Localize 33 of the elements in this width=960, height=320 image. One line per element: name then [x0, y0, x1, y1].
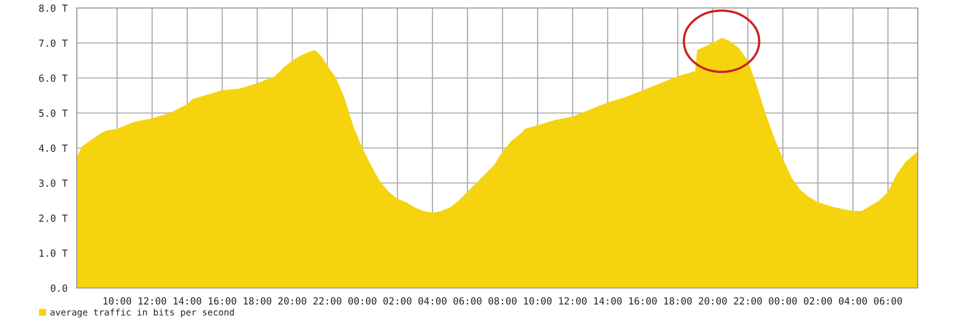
x-tick-label: 02:00	[383, 297, 412, 305]
y-tick-label: 2.0 T	[39, 214, 68, 222]
x-tick-label: 16:00	[208, 297, 236, 305]
x-tick-label: 20:00	[698, 297, 727, 305]
x-tick-label: 12:00	[559, 297, 587, 305]
x-tick-label: 04:00	[838, 297, 867, 305]
y-tick-label: 3.0 T	[39, 180, 68, 187]
x-tick-label: 22:00	[313, 297, 342, 305]
x-tick-label: 18:00	[244, 297, 272, 305]
x-tick-label: 00:00	[348, 297, 376, 305]
y-tick-label: 5.0 T	[39, 110, 68, 117]
x-tick-label: 22:00	[734, 297, 762, 305]
x-tick-label: 14:00	[594, 297, 622, 305]
y-tick-label: 1.0 T	[40, 250, 68, 257]
y-tick-label: 7.0 T	[39, 40, 68, 47]
x-tick-label: 14:00	[174, 297, 202, 305]
y-tick-label: 0.0	[50, 284, 68, 292]
x-tick-label: 08:00	[488, 297, 517, 305]
x-tick-label: 18:00	[664, 297, 692, 305]
x-tick-label: 10:00	[104, 297, 132, 305]
x-tick-label: 06:00	[453, 297, 482, 305]
x-tick-label: 00:00	[768, 297, 797, 305]
x-tick-label: 10:00	[524, 297, 552, 305]
x-tick-label: 06:00	[874, 297, 902, 305]
legend-label: average traffic in bits per second	[50, 308, 234, 318]
x-tick-label: 20:00	[278, 297, 306, 305]
x-tick-label: 02:00	[804, 297, 832, 305]
y-tick-label: 6.0 T	[39, 74, 68, 82]
x-tick-label: 16:00	[629, 297, 657, 305]
x-tick-label: 04:00	[418, 297, 446, 305]
y-tick-label: 4.0 T	[38, 144, 68, 152]
y-tick-label: 8.0 T	[39, 4, 68, 12]
x-tick-label: 12:00	[138, 297, 166, 305]
